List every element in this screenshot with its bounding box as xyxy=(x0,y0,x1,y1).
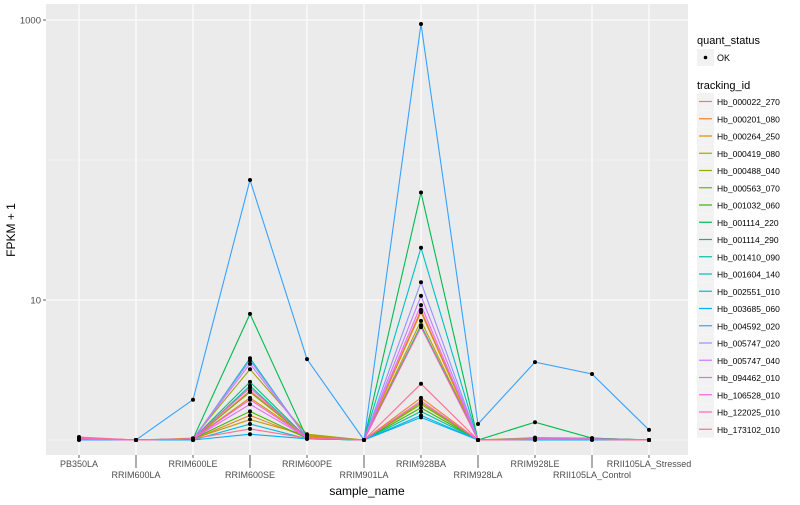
y-tick-label: 10 xyxy=(30,296,41,307)
data-point xyxy=(305,436,309,441)
data-point xyxy=(248,385,252,390)
data-point xyxy=(533,420,537,425)
x-tick-label: RRIM600LE xyxy=(168,459,217,469)
data-point xyxy=(248,426,252,431)
legend-label: Hb_001032_060 xyxy=(717,201,780,211)
shape-legend-title: quant_status xyxy=(697,35,760,47)
data-point xyxy=(647,427,651,432)
legend-label: Hb_001114_290 xyxy=(717,235,779,245)
legend-label: Hb_004592_020 xyxy=(717,321,780,331)
data-point xyxy=(419,381,423,386)
data-points xyxy=(77,21,651,442)
data-point xyxy=(248,402,252,407)
data-point xyxy=(248,177,252,182)
data-point xyxy=(248,417,252,422)
data-point xyxy=(419,293,423,298)
data-point xyxy=(248,422,252,427)
point-icon xyxy=(703,55,708,60)
legend-label: Hb_094462_010 xyxy=(717,373,780,383)
legend-label: Hb_000201_080 xyxy=(717,114,780,124)
data-point xyxy=(248,432,252,437)
x-tick-label: RRIM600LA xyxy=(111,470,160,480)
data-point xyxy=(77,435,81,440)
data-point xyxy=(248,311,252,316)
x-tick-label: RRIM928LE xyxy=(510,459,559,469)
data-point xyxy=(248,409,252,414)
legend-label: Hb_000022_270 xyxy=(717,97,780,107)
data-point xyxy=(533,437,537,442)
legend-label: Hb_122025_010 xyxy=(717,408,780,418)
y-axis-title: FPKM + 1 xyxy=(4,203,18,257)
data-point xyxy=(476,438,480,442)
x-tick-label: RRIM928LA xyxy=(453,470,502,480)
data-point xyxy=(419,409,423,414)
data-point xyxy=(248,379,252,384)
legend-label: Hb_000419_080 xyxy=(717,149,780,159)
legend-label: Hb_003685_060 xyxy=(717,304,780,314)
data-point xyxy=(134,438,138,442)
data-point xyxy=(590,372,594,377)
data-point xyxy=(362,438,366,442)
data-point xyxy=(248,367,252,372)
data-point xyxy=(248,361,252,366)
legend-label: Hb_173102_010 xyxy=(717,425,780,435)
data-point xyxy=(419,398,423,403)
legend: quant_status OK tracking_id Hb_000022_27… xyxy=(697,35,780,438)
data-point xyxy=(191,397,195,402)
legend-label: Hb_000488_040 xyxy=(717,166,780,176)
data-point xyxy=(248,413,252,418)
data-point xyxy=(647,438,651,442)
x-axis-title: sample_name xyxy=(329,484,405,498)
data-point xyxy=(419,405,423,410)
data-point xyxy=(248,390,252,395)
x-tick-label: RRIM600SE xyxy=(225,470,275,480)
legend-label: Hb_002551_010 xyxy=(717,287,780,297)
color-legend-entries: Hb_000022_270 Hb_000201_080 Hb_000264_250 H… xyxy=(697,93,780,438)
data-point xyxy=(419,402,423,407)
y-tick-label: 1000 xyxy=(20,16,41,27)
data-point xyxy=(248,397,252,402)
data-point xyxy=(419,310,423,315)
data-point xyxy=(419,280,423,285)
x-axis: PB350LA RRIM600LA RRIM600LE RRIM600SE RRIM60… xyxy=(60,455,691,480)
legend-label: Hb_001604_140 xyxy=(717,270,780,280)
data-point xyxy=(305,432,309,437)
color-legend-title: tracking_id xyxy=(697,80,750,92)
x-tick-label: RRIM600PE xyxy=(282,459,332,469)
x-tick-label: RRII105LA_Control xyxy=(553,470,631,480)
data-point xyxy=(248,358,252,363)
y-axis: 10 1000 xyxy=(20,16,46,307)
legend-label: Hb_001114_220 xyxy=(717,218,779,228)
data-point xyxy=(476,422,480,427)
x-tick-label: PB350LA xyxy=(60,459,98,469)
legend-label: Hb_106528_010 xyxy=(717,390,780,400)
legend-label: Hb_000563_070 xyxy=(717,183,780,193)
shape-legend-label: OK xyxy=(717,53,730,63)
legend-label: Hb_005747_040 xyxy=(717,356,780,366)
data-point xyxy=(191,436,195,441)
x-tick-label: RRIM928BA xyxy=(396,459,446,469)
data-point xyxy=(419,21,423,26)
data-point xyxy=(590,437,594,442)
data-point xyxy=(419,318,423,323)
data-point xyxy=(419,190,423,195)
data-point xyxy=(533,360,537,365)
data-point xyxy=(419,395,423,400)
data-point xyxy=(419,245,423,250)
x-tick-label: RRIM901LA xyxy=(339,470,388,480)
legend-label: Hb_001410_090 xyxy=(717,252,780,262)
plot-panel xyxy=(46,4,688,455)
data-point xyxy=(305,357,309,362)
x-tick-label: RRII105LA_Stressed xyxy=(607,459,692,469)
legend-label: Hb_005747_020 xyxy=(717,339,780,349)
legend-label: Hb_000264_250 xyxy=(717,132,780,142)
data-point xyxy=(419,415,423,420)
gridlines xyxy=(46,4,688,455)
data-point xyxy=(419,303,423,308)
data-point xyxy=(419,325,423,330)
